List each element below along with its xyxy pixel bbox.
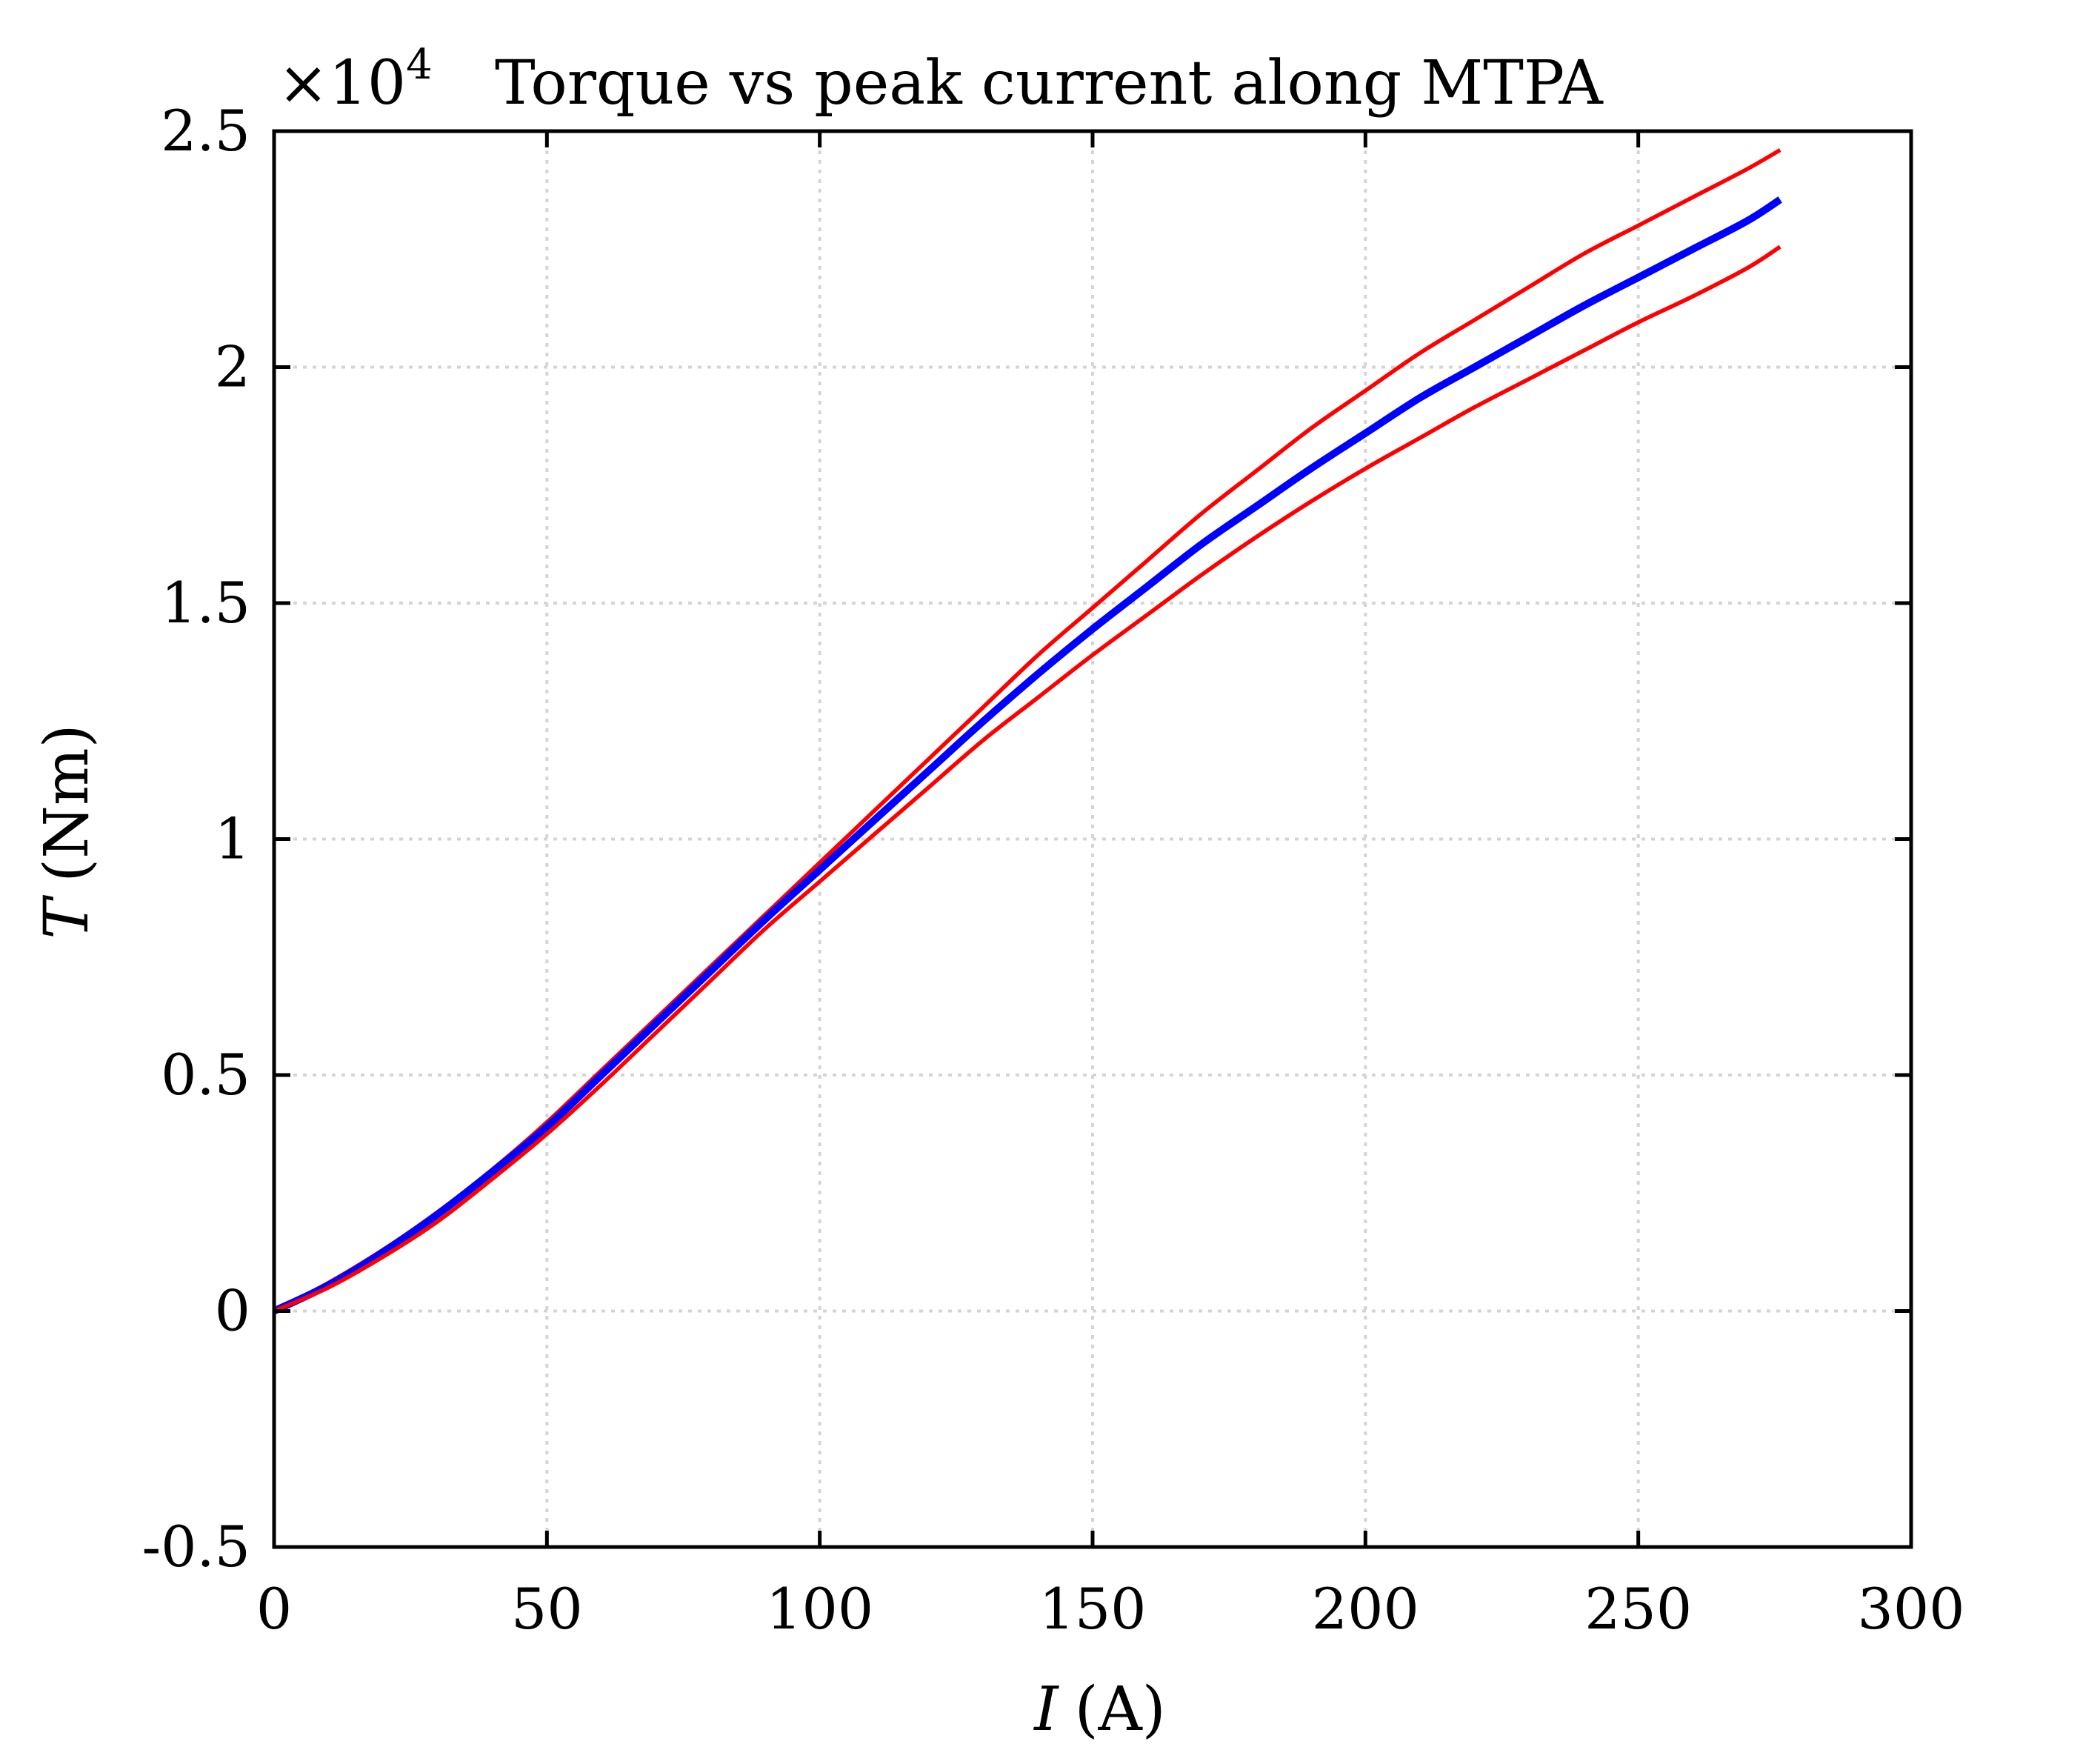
x-tick-label: 250	[1584, 1576, 1692, 1642]
x-tick-label: 300	[1857, 1576, 1964, 1642]
series-line-2	[272, 196, 1782, 1315]
series-line-3	[273, 244, 1781, 1314]
x-tick-label: 0	[256, 1576, 292, 1642]
x-tick-label: 50	[511, 1576, 583, 1642]
y-tick-label: 2.5	[161, 98, 250, 164]
y-axis-label: T (Nm)	[32, 724, 102, 939]
ticks	[272, 129, 1913, 1549]
grid	[274, 131, 1911, 1547]
y-tick-label: -0.5	[141, 1514, 250, 1580]
x-tick-label: 200	[1312, 1576, 1419, 1642]
y-tick-label: 1.5	[161, 570, 250, 636]
x-axis-label: I (A)	[1033, 1674, 1166, 1745]
y-axis-unit: (Nm)	[32, 724, 102, 882]
x-tick-label: 100	[766, 1576, 873, 1642]
x-axis-unit: (A)	[1075, 1674, 1166, 1745]
multiplier-exponent: 4	[406, 41, 433, 89]
y-axis-variable: T	[32, 895, 102, 939]
y-tick-label: 0	[215, 1278, 250, 1344]
y-tick-label: 0.5	[161, 1042, 250, 1108]
y-axis-multiplier: ×104	[278, 41, 433, 119]
chart-title: Torque vs peak current along MTPA	[495, 48, 1604, 119]
x-tick-label: 150	[1039, 1576, 1146, 1642]
tick-labels: 0 50 100 150 200 250 300-0.500.511.522.5	[141, 98, 1964, 1642]
x-axis-variable: I	[1033, 1674, 1059, 1745]
multiplier-base: ×10	[278, 48, 406, 119]
y-tick-label: 2	[215, 334, 250, 400]
series-layer	[272, 148, 1782, 1315]
y-tick-label: 1	[215, 806, 250, 872]
